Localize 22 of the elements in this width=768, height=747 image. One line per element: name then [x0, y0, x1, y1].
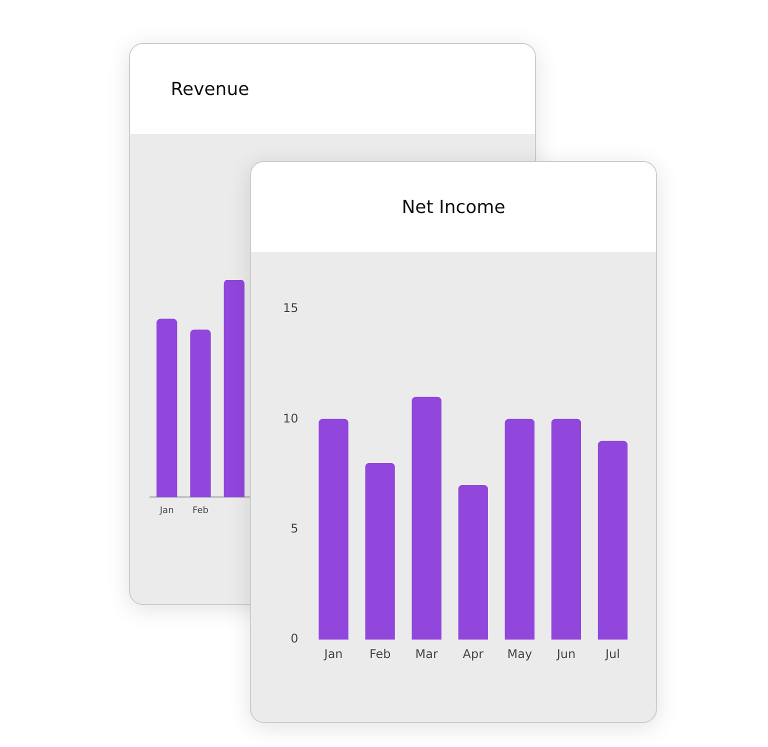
x-tick-label: Feb: [192, 506, 209, 516]
y-tick-label: 10: [282, 411, 298, 426]
bar: [504, 418, 534, 640]
x-tick-label: May: [507, 646, 532, 661]
bar: [551, 418, 582, 640]
x-tick-label: Jan: [323, 646, 343, 661]
bar: [412, 396, 442, 640]
x-tick-label: Jul: [604, 646, 620, 661]
y-tick-label: 15: [282, 301, 298, 316]
y-tick-label: 5: [290, 522, 298, 536]
x-tick-label: Jan: [158, 506, 174, 516]
x-tick-label: Mar: [415, 646, 438, 661]
y-tick-label: 0: [290, 632, 298, 646]
chart-title: Net Income: [400, 196, 506, 218]
x-tick-label: Jun: [556, 646, 576, 661]
bar: [598, 440, 628, 640]
bar: [318, 418, 348, 640]
x-tick-label: Apr: [462, 646, 484, 661]
bar: [365, 462, 395, 640]
x-tick-label: Feb: [369, 646, 391, 661]
chart-title: Revenue: [170, 78, 250, 100]
bar: [458, 484, 488, 640]
